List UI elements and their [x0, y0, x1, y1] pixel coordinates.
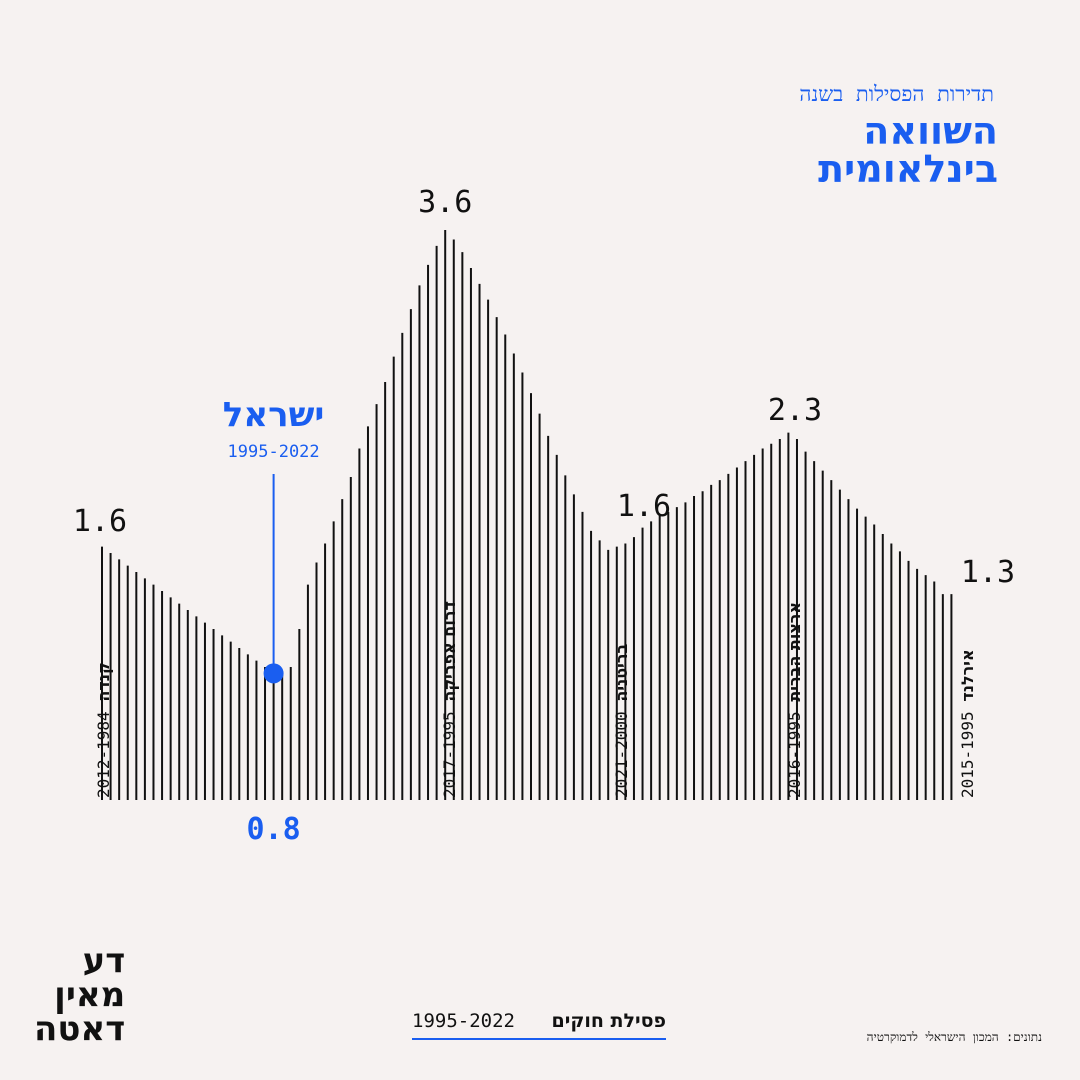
country-name: ארצות הברית [785, 602, 804, 702]
highlight-years: 1995-2022 [228, 442, 320, 462]
logo-line2: מאין [54, 975, 126, 1015]
peak-label: 2.3 [768, 393, 822, 428]
country-years: 2015-1995 [958, 702, 977, 798]
peak-label: 1.3 [961, 555, 1015, 590]
footer-text: פסילת חוקים [551, 1010, 666, 1032]
country-label: 2021-2000 בריטניה [612, 644, 631, 798]
footer-caption: 1995-2022 פסילת חוקים [412, 1010, 666, 1040]
country-name: בריטניה [612, 644, 631, 702]
peak-label: 3.6 [418, 185, 472, 220]
country-name: אירלנד [958, 649, 977, 701]
country-label: 2016-1995 ארצות הברית [785, 602, 804, 798]
highlight-marker [263, 663, 284, 684]
country-name: דרום אפריקה [440, 601, 459, 702]
country-years: 2012-1984 [94, 702, 113, 798]
country-years: 2021-2000 [612, 702, 631, 798]
chart-title-line2: בינלאומית [818, 147, 998, 191]
chart-title-line1: השוואה [863, 109, 998, 153]
highlight-value: 0.8 [247, 812, 301, 847]
source-note: נתונים: המכון הישראלי לדמוקרטיה [866, 1030, 1042, 1044]
chart-subtitle: תדירות הפסילות בשנה [799, 82, 994, 106]
peak-label: 1.6 [617, 489, 671, 524]
country-label: 2017-1995 דרום אפריקה [440, 601, 459, 798]
logo-line3: דאטה [34, 1009, 126, 1049]
country-label: 2012-1984 קנדה [94, 662, 113, 798]
footer-range: 1995-2022 [412, 1010, 515, 1032]
peak-label: 1.6 [73, 504, 127, 539]
brand-logo: דע מאין דאטה [34, 944, 125, 1046]
country-label: 2015-1995 אירלנד [958, 649, 977, 798]
logo-line1: דע [82, 941, 126, 981]
chart-title: השוואה בינלאומית [818, 112, 998, 188]
highlight-name: ישראל [223, 395, 325, 435]
country-name: קנדה [94, 662, 113, 701]
country-years: 2016-1995 [785, 702, 804, 798]
country-years: 2017-1995 [440, 702, 459, 798]
